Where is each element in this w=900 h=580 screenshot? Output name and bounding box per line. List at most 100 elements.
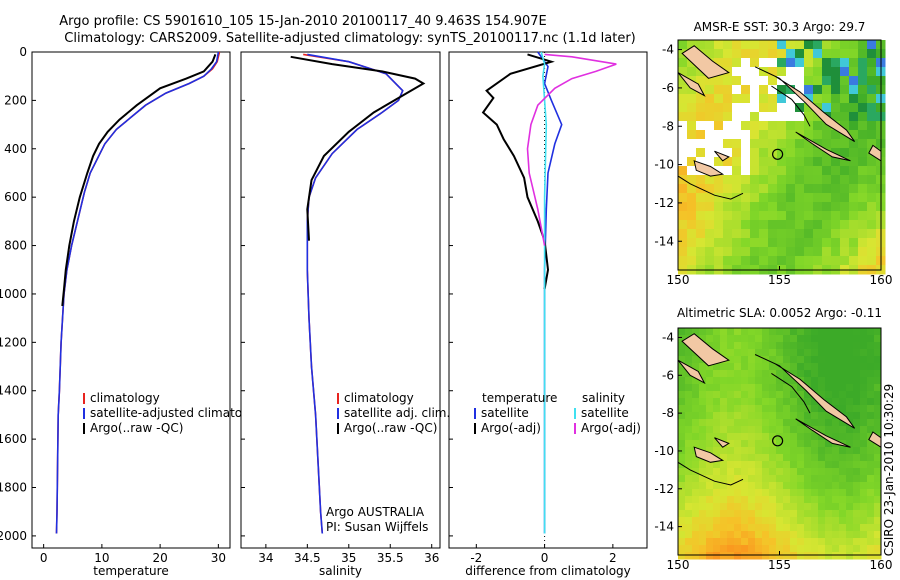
map-cell <box>783 342 791 350</box>
map-cell <box>714 157 724 167</box>
map-cell <box>797 489 805 497</box>
map-cell <box>685 412 693 420</box>
map-cell <box>825 524 833 532</box>
map-cell <box>706 412 714 420</box>
map-cell <box>720 349 728 357</box>
map-cell <box>867 503 875 511</box>
map-cell <box>720 377 728 385</box>
map-cell <box>678 220 688 230</box>
map-cell <box>727 405 735 413</box>
y-tick-label: 1000 <box>0 287 27 301</box>
map-cell <box>776 454 784 462</box>
map-cell <box>720 545 728 553</box>
map-cell <box>777 121 787 131</box>
map-cell <box>734 531 742 539</box>
map-cell <box>713 398 721 406</box>
map-cell <box>720 496 728 504</box>
map-cell <box>687 175 697 185</box>
map-cell <box>874 363 882 371</box>
map-cell <box>849 202 859 212</box>
map-cell <box>874 531 882 539</box>
map-cell <box>769 503 777 511</box>
map-cell <box>804 433 812 441</box>
map-cell <box>678 363 686 371</box>
map-cell <box>860 391 868 399</box>
map-cell <box>734 482 742 490</box>
map-cell <box>822 67 832 77</box>
map-cell <box>818 496 826 504</box>
map-cell <box>748 468 756 476</box>
y-tick-label: -8 <box>662 406 674 420</box>
map-cell <box>713 489 721 497</box>
coastline <box>677 175 744 200</box>
map-cell <box>822 49 832 59</box>
map-cell <box>748 335 756 343</box>
map-cell <box>685 517 693 525</box>
map-title: Altimetric SLA: 0.0052 Argo: -0.11 <box>677 306 882 320</box>
map-cell <box>727 363 735 371</box>
map-cell <box>734 335 742 343</box>
map-cell <box>825 384 833 392</box>
map-cell <box>706 433 714 441</box>
map-cell <box>705 49 715 59</box>
map-cell <box>790 475 798 483</box>
y-tick-label: 2000 <box>0 529 27 543</box>
map-cell <box>713 482 721 490</box>
map-cell <box>811 349 819 357</box>
map-cell <box>840 247 850 257</box>
map-cell <box>699 384 707 392</box>
timestamp-label: CSIRO 23-Jan-2010 10:30:29 <box>882 384 896 556</box>
map-cell <box>795 76 805 86</box>
map-cell <box>867 510 875 518</box>
map-cell <box>732 76 742 86</box>
map-cell <box>748 447 756 455</box>
map-cell <box>678 377 686 385</box>
map-cell <box>846 552 854 560</box>
map-cell <box>813 67 823 77</box>
map-cell <box>762 468 770 476</box>
map-cell <box>741 238 751 248</box>
map-cell <box>867 58 877 68</box>
map-cell <box>783 370 791 378</box>
map-cell <box>853 335 861 343</box>
map-cell <box>777 85 787 95</box>
map-cell <box>755 503 763 511</box>
map-cell <box>755 384 763 392</box>
map-cell <box>732 256 742 266</box>
map-cell <box>685 419 693 427</box>
map-cell <box>839 545 847 553</box>
map-cell <box>755 405 763 413</box>
map-cell <box>776 377 784 385</box>
map-cell <box>687 202 697 212</box>
map-cell <box>741 184 751 194</box>
x-tick-label: 36 <box>424 551 439 565</box>
map-cell <box>786 148 796 158</box>
map-cell <box>858 184 868 194</box>
map-cell <box>832 342 840 350</box>
map-cell <box>699 363 707 371</box>
map-cell <box>831 85 841 95</box>
map-cell <box>825 391 833 399</box>
map-cell <box>858 256 868 266</box>
map-cell <box>790 545 798 553</box>
map-cell <box>867 552 875 560</box>
map-cell <box>818 363 826 371</box>
map-cell <box>685 496 693 504</box>
map-cell <box>867 426 875 434</box>
annotation-text: PI: Susan Wijffels <box>326 520 428 534</box>
map-cell <box>858 130 868 140</box>
map-cell <box>818 545 826 553</box>
map-cell <box>741 405 749 413</box>
map-cell <box>776 447 784 455</box>
map-cell <box>797 538 805 546</box>
map-cell <box>867 475 875 483</box>
map-cell <box>769 328 777 336</box>
x-tick-label: 0 <box>40 551 48 565</box>
map-cell <box>699 440 707 448</box>
map-cell <box>783 454 791 462</box>
map-cell <box>762 391 770 399</box>
map-cell <box>867 130 877 140</box>
map-cell <box>678 531 686 539</box>
map-cell <box>874 335 882 343</box>
